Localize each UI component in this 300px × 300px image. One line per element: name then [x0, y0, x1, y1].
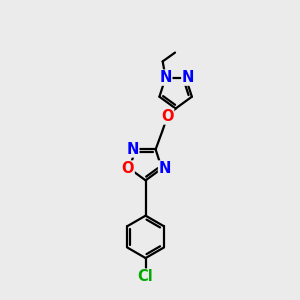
- Text: Cl: Cl: [138, 269, 154, 284]
- Text: N: N: [159, 161, 171, 176]
- Text: N: N: [182, 70, 194, 85]
- Text: N: N: [126, 142, 139, 157]
- Text: O: O: [122, 161, 134, 176]
- Text: O: O: [161, 109, 174, 124]
- Text: N: N: [159, 70, 172, 85]
